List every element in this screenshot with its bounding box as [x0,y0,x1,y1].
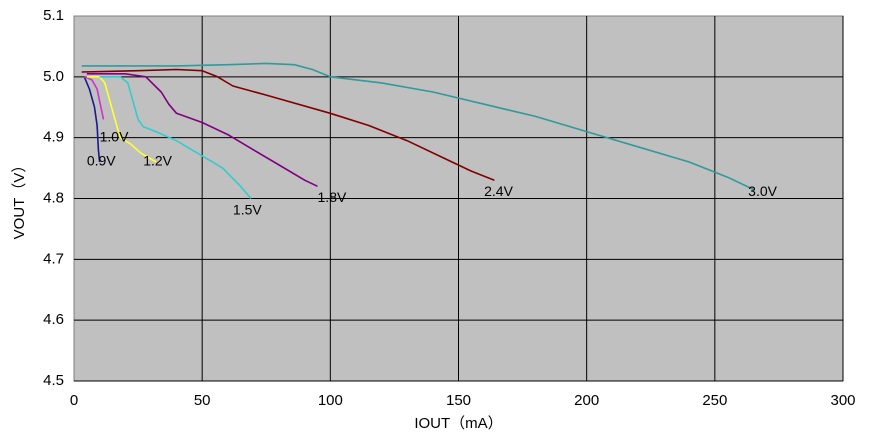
x-tick-label: 100 [318,392,343,409]
x-tick-label: 150 [446,392,471,409]
series-label-15v: 1.5V [233,201,262,217]
x-tick-label: 250 [702,392,727,409]
series-label-24v: 2.4V [484,183,513,199]
series-line-15v [99,76,252,200]
series-line-09v [83,76,101,163]
series-label-30v: 3.0V [748,183,777,199]
series-label-18v: 1.8V [318,189,347,205]
x-tick-label: 0 [70,392,78,409]
y-tick-label: 4.6 [43,311,64,328]
series-label-09v: 0.9V [87,153,116,169]
y-tick-label: 5.0 [43,68,64,85]
series-line-10v [83,76,105,120]
x-tick-label: 50 [194,392,211,409]
y-axis-ticks: 4.5 4.6 4.7 4.8 4.9 5.0 5.1 [43,7,64,389]
x-axis-ticks: 0 50 100 150 200 250 300 [70,392,856,409]
series-labels: 0.9V 1.0V 1.2V 1.5V 1.8V 2.4V 3.0V [87,128,778,217]
x-tick-label: 300 [830,392,855,409]
y-tick-label: 4.9 [43,129,64,146]
x-axis-title: IOUT（mA） [414,415,502,432]
series-label-10v: 1.0V [100,128,129,144]
y-tick-label: 5.1 [43,7,64,24]
series-lines [81,62,754,200]
x-tick-label: 200 [574,392,599,409]
y-tick-label: 4.5 [43,372,64,389]
series-label-12v: 1.2V [143,153,172,169]
series-line-24v [81,68,495,181]
y-axis-title: VOUT（V） [11,158,28,240]
y-tick-label: 4.8 [43,189,64,206]
series-line-18v [86,73,318,188]
series-line-30v [81,62,754,191]
y-tick-label: 4.7 [43,250,64,267]
series-line-12v [86,76,157,163]
